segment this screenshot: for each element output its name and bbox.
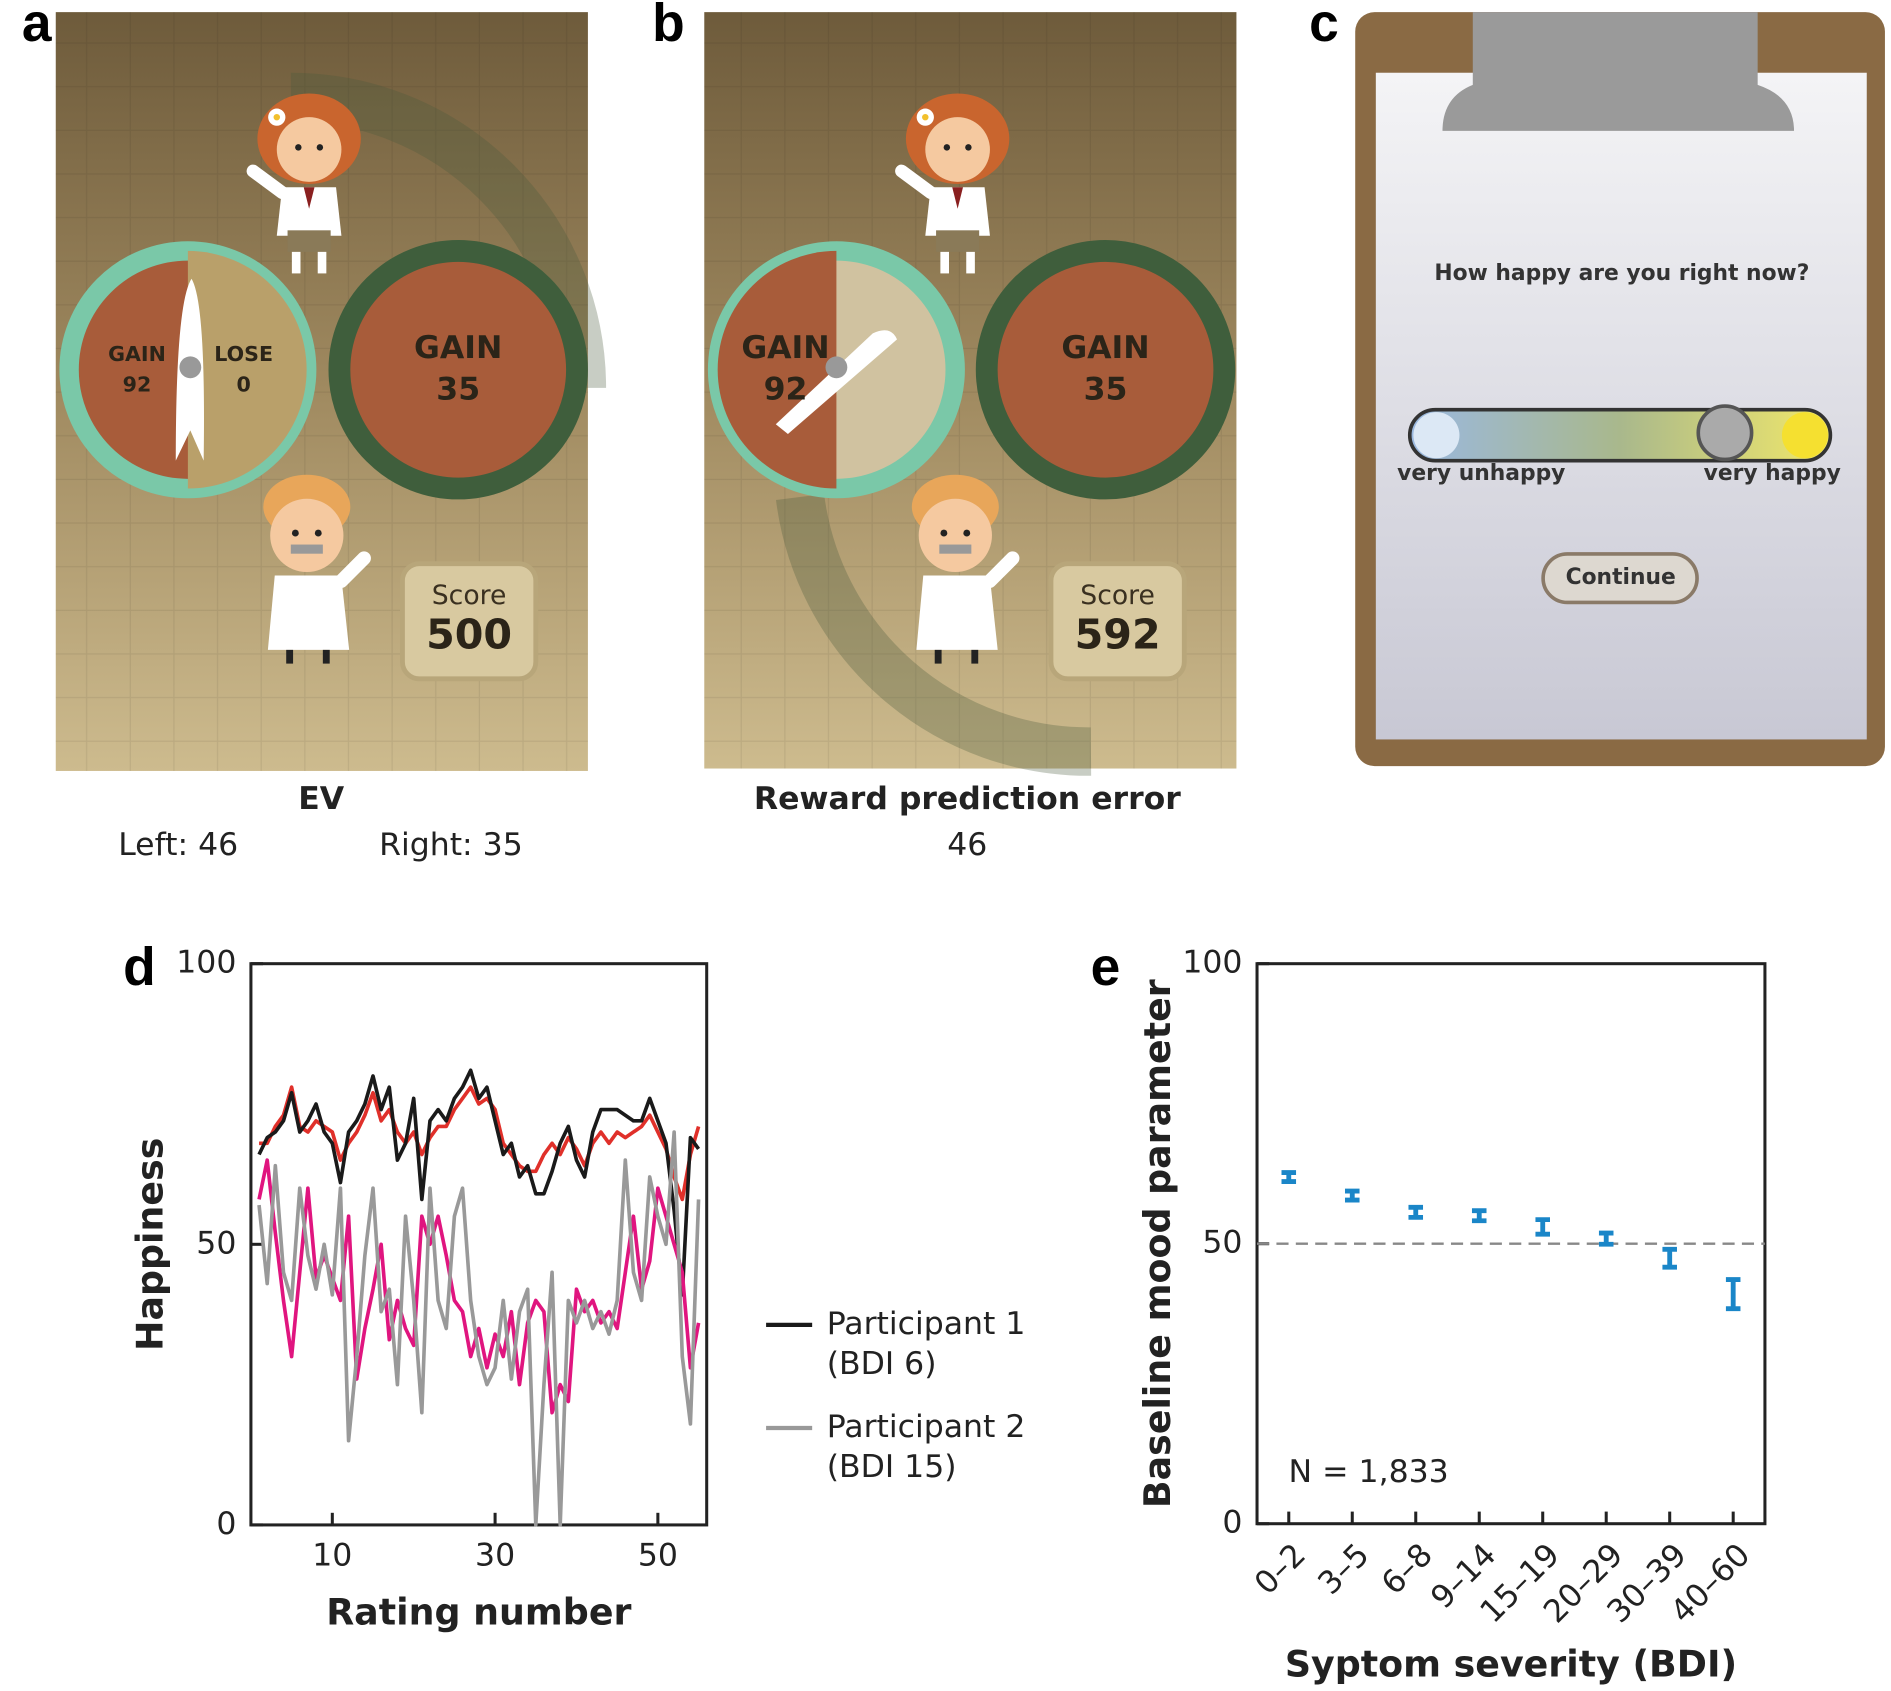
y-axis-label: Baseline mood parameter [1136,979,1179,1508]
caption-value: 46 [947,827,987,863]
y-tick-label: 0 [1222,1505,1242,1541]
y-axis-label: Happiness [129,1138,172,1351]
slider-track[interactable] [1407,407,1833,463]
x-axis-label: Syptom severity (BDI) [1285,1643,1737,1686]
x-tick-label: 0–2 [1248,1537,1313,1602]
gain-area [717,250,837,489]
sad-face [1413,412,1460,459]
series-line [257,1158,701,1415]
legend-detail: (BDI 6) [827,1346,937,1382]
spinner-pivot [825,356,848,379]
spinner-pivot [179,356,202,379]
y-tick-label: 100 [176,945,236,981]
x-tick-label: 50 [638,1537,678,1573]
right-option[interactable] [328,240,588,500]
x-tick-label: 3–5 [1311,1537,1376,1602]
error-bar [1408,1204,1424,1220]
panel-letter: e [1091,938,1121,997]
error-bar [1471,1208,1487,1224]
legend-label: Participant 2 [827,1409,1026,1445]
y-tick-label: 50 [1202,1225,1242,1261]
panel-letter: a [22,0,52,53]
caption: Reward prediction error [754,781,1181,817]
y-tick-label: 100 [1182,945,1242,981]
error-bar [1598,1230,1614,1247]
error-bar [1344,1188,1360,1203]
score-label: Score [432,580,507,611]
high-label: very happy [1704,461,1841,486]
panel-a: a GAIN 92 LOSE 0 GAIN 35 Score 500 EV Le… [22,0,607,863]
gain-value: 92 [123,372,152,396]
caption-value: Right: 35 [379,827,523,863]
lose-area [187,250,307,489]
legend-detail: (BDI 15) [827,1449,957,1485]
score-box [400,561,539,682]
error-bar [1281,1170,1297,1184]
x-tick-label: 10 [312,1537,352,1573]
error-bar [1725,1277,1741,1312]
legend-label: Participant 1 [827,1306,1026,1342]
gain-label: GAIN [741,330,829,366]
lose-label: LOSE [214,342,273,366]
spinner [775,330,898,434]
caption-value: Left: 46 [118,827,238,863]
x-axis-label: Rating number [326,1591,631,1634]
caption: EV [298,781,345,817]
y-tick-label: 0 [216,1506,236,1542]
low-label: very unhappy [1397,461,1565,486]
annotation: N = 1,833 [1289,1454,1449,1490]
question: How happy are you right now? [1434,261,1809,286]
series-line [257,1068,701,1297]
panel-c: c How happy are you right now? very unha… [1309,0,1885,767]
gain-value: 92 [764,371,808,407]
panel-b: b GAIN 92 GAIN 35 Score 592 Reward predi… [652,0,1237,863]
series-line [257,1130,701,1527]
lose-value: 0 [236,372,250,396]
gain-label: GAIN [1061,330,1149,366]
panel-letter: b [652,0,685,53]
score-label: Score [1080,580,1155,611]
panel-letter: d [123,938,156,997]
happy-face [1781,412,1828,459]
right-option[interactable] [975,240,1236,500]
gain-value: 35 [436,371,480,407]
gain-value: 35 [1084,371,1128,407]
score-value: 500 [426,611,512,659]
gain-label: GAIN [108,342,166,366]
button-label[interactable]: Continue [1566,565,1676,590]
y-tick-label: 50 [196,1225,236,1261]
clip [1442,12,1795,131]
continue-button[interactable] [1541,552,1699,605]
gain-label: GAIN [414,330,502,366]
track [775,493,1092,776]
panel-letter: c [1309,0,1339,53]
series-line [259,1085,701,1202]
x-tick-label: 30 [475,1537,515,1573]
score-value: 592 [1075,611,1161,659]
slider-handle[interactable] [1696,404,1754,462]
score-box [1048,561,1187,682]
paper [1375,72,1867,740]
error-bar [1535,1217,1551,1237]
error-bar [1662,1246,1677,1270]
